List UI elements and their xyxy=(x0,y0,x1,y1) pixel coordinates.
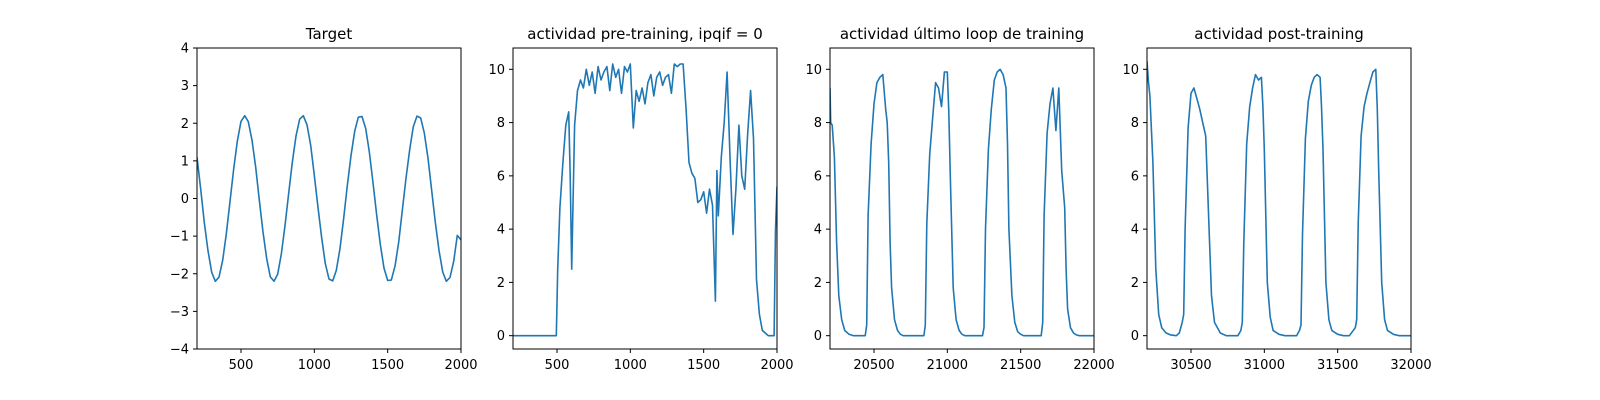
y-tick-label: −4 xyxy=(170,343,189,358)
y-tick-label: 8 xyxy=(814,116,822,131)
x-tick-label: 30500 xyxy=(1170,358,1211,373)
axes-frame xyxy=(512,47,778,350)
x-tick-label: 2000 xyxy=(760,358,793,373)
x-tick-label: 1500 xyxy=(371,358,404,373)
y-tick-label: 4 xyxy=(814,223,822,238)
y-tick-label: −2 xyxy=(170,267,189,282)
y-tick-label: 2 xyxy=(1131,276,1139,291)
y-tick-label: 8 xyxy=(1131,116,1139,131)
y-tick-label: 0 xyxy=(181,192,189,207)
x-tick-label: 31000 xyxy=(1244,358,1285,373)
x-tick-label: 500 xyxy=(229,358,254,373)
y-tick-label: 0 xyxy=(814,329,822,344)
y-tick-label: 10 xyxy=(1122,63,1139,78)
x-tick-label: 500 xyxy=(545,358,570,373)
y-tick-label: 8 xyxy=(497,116,505,131)
y-tick-label: 4 xyxy=(181,42,189,57)
x-tick-label: 22000 xyxy=(1073,358,1114,373)
y-tick-label: 4 xyxy=(497,223,505,238)
y-tick-label: 6 xyxy=(1131,169,1139,184)
x-tick-label: 20500 xyxy=(853,358,894,373)
subplot-title: actividad último loop de training xyxy=(840,25,1084,43)
y-tick-label: −3 xyxy=(170,305,189,320)
y-tick-label: 6 xyxy=(814,169,822,184)
x-tick-label: 1500 xyxy=(687,358,720,373)
y-tick-label: 10 xyxy=(488,63,505,78)
subplot-2: actividad pre-training, ipqif = 0 500 1000… xyxy=(488,25,793,373)
x-tick-label: 1000 xyxy=(614,358,647,373)
x-tick-label: 1000 xyxy=(298,358,331,373)
y-tick-label: −1 xyxy=(170,230,189,245)
axes-frame xyxy=(829,47,1095,350)
series-line xyxy=(830,68,1094,337)
y-tick-label: 0 xyxy=(1131,329,1139,344)
y-tick-label: 3 xyxy=(181,79,189,94)
series-line xyxy=(513,63,777,337)
y-tick-label: 0 xyxy=(497,329,505,344)
series-line xyxy=(197,114,461,283)
y-tick-label: 2 xyxy=(497,276,505,291)
y-tick-label: 2 xyxy=(814,276,822,291)
y-tick-label: 6 xyxy=(497,169,505,184)
y-tick-label: 2 xyxy=(181,117,189,132)
axes-frame xyxy=(1146,47,1412,350)
x-tick-label: 2000 xyxy=(444,358,477,373)
series-line xyxy=(1147,61,1411,337)
x-tick-label: 32000 xyxy=(1390,358,1431,373)
x-tick-label: 21500 xyxy=(1000,358,1041,373)
x-tick-label: 21000 xyxy=(927,358,968,373)
x-tick-label: 31500 xyxy=(1317,358,1358,373)
subplot-title: actividad post-training xyxy=(1194,25,1363,43)
subplot-title: Target xyxy=(305,25,353,43)
subplot-4: actividad post-training 30500 31000 31500 32… xyxy=(1122,25,1431,373)
y-tick-label: 10 xyxy=(805,63,822,78)
y-tick-label: 1 xyxy=(181,154,189,169)
y-tick-label: 4 xyxy=(1131,223,1139,238)
subplot-title: actividad pre-training, ipqif = 0 xyxy=(527,25,763,43)
subplot-1: Target 500 1000 1500 2000 −4 −3 −2 −1 0 1 2 3 4 xyxy=(170,25,478,373)
